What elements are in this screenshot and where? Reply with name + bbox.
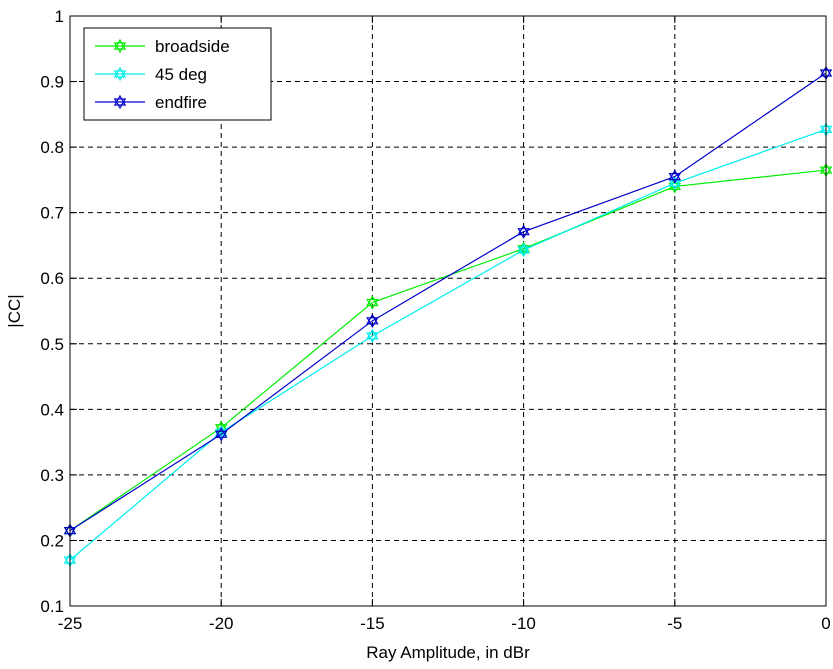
y-tick-label: 0.9 [40, 73, 64, 92]
data-point-endfire [517, 224, 530, 239]
x-tick-label: -15 [360, 614, 385, 633]
y-tick-label: 0.8 [40, 138, 64, 157]
ticks [69, 15, 827, 607]
legend: broadside 45 deg endfire [83, 27, 272, 121]
x-tick-label: -10 [511, 614, 536, 633]
data-point-endfire [668, 169, 682, 184]
legend-item-endfire: endfire [95, 93, 207, 112]
plot-frame [69, 15, 827, 607]
series-line-endfire [69, 72, 827, 532]
data-point-broadside [366, 295, 379, 310]
x-tick-labels: -25 -20 -15 -10 -5 0 [58, 614, 831, 633]
legend-item-broadside: broadside [95, 37, 230, 56]
data-point-45-deg [517, 242, 530, 258]
series-line-45-deg [69, 128, 827, 561]
y-tick-label: 0.2 [40, 531, 64, 550]
legend-label: 45 deg [155, 65, 207, 84]
y-tick-label: 0.5 [40, 335, 64, 354]
x-tick-label: -5 [667, 614, 682, 633]
legend-marker [113, 94, 127, 110]
legend-marker [113, 38, 127, 54]
y-tick-label: 0.1 [40, 597, 64, 616]
y-tick-labels: 0.1 0.2 0.3 0.4 0.5 0.6 0.7 0.8 0.9 1 [40, 7, 64, 616]
x-tick-label: -20 [209, 614, 234, 633]
legend-label: broadside [155, 37, 230, 56]
y-tick-label: 1 [55, 7, 64, 26]
y-tick-label: 0.7 [40, 204, 64, 223]
x-axis-label: Ray Amplitude, in dBr [366, 643, 530, 662]
y-tick-label: 0.4 [40, 400, 64, 419]
data-point-45-deg [366, 328, 379, 344]
y-tick-label: 0.3 [40, 466, 64, 485]
data-point-endfire [214, 427, 228, 442]
x-tick-label: -25 [58, 614, 83, 633]
y-axis-label: |CC| [5, 294, 24, 327]
x-tick-label: 0 [821, 614, 830, 633]
legend-marker [113, 66, 127, 82]
legend-item-45-deg: 45 deg [95, 65, 207, 84]
data-point-endfire [366, 313, 379, 329]
y-tick-label: 0.6 [40, 269, 64, 288]
legend-label: endfire [155, 93, 207, 112]
